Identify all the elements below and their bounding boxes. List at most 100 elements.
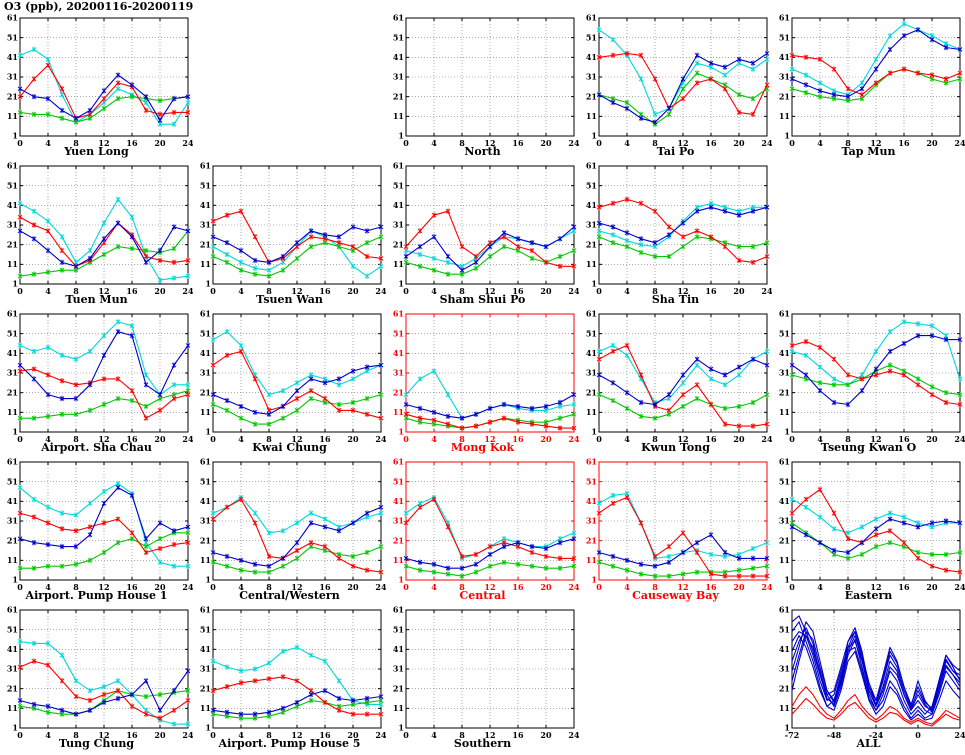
svg-text:20: 20 [540,582,552,592]
svg-text:8: 8 [266,582,272,592]
svg-text:1: 1 [398,427,404,437]
svg-text:24: 24 [568,434,579,444]
chart-cell-north: 1 11 21 31 41 51 61 0 4 8 12 16 20 24 North [386,13,579,161]
svg-text:16: 16 [512,730,524,740]
svg-text:1: 1 [12,723,18,733]
chart-cell-airport-sha-chau: 1 11 21 31 41 51 61 0 4 8 12 16 20 24 Airport. Sha Cha… [0,309,193,457]
svg-text:8: 8 [266,286,272,296]
chart-cell-central: 1 11 21 31 41 51 61 0 4 8 12 16 20 24 Central [386,457,579,605]
svg-text:16: 16 [705,434,717,444]
svg-text:51: 51 [7,624,18,634]
svg-text:11: 11 [393,111,404,121]
svg-text:51: 51 [779,476,790,486]
svg-text:24: 24 [182,582,193,592]
svg-text:20: 20 [926,138,938,148]
svg-text:8: 8 [73,286,79,296]
svg-text:12: 12 [870,582,881,592]
svg-text:21: 21 [7,535,18,545]
svg-text:31: 31 [200,368,211,378]
chart-title-tuen-mun: Tuen Mun [65,293,128,306]
svg-text:12: 12 [484,730,495,740]
chart-title-tap-mun: Tap Mun [841,145,896,158]
svg-text:4: 4 [45,286,51,296]
svg-text:1: 1 [205,575,211,585]
svg-text:1: 1 [784,575,790,585]
svg-text:16: 16 [126,434,138,444]
chart-cell-southern: 1 11 21 31 41 51 61 0 4 8 12 16 20 24 Southern [386,605,579,753]
svg-text:24: 24 [761,138,772,148]
svg-text:11: 11 [779,407,790,417]
svg-text:21: 21 [779,535,790,545]
svg-text:11: 11 [393,259,404,269]
svg-text:20: 20 [154,582,166,592]
svg-text:41: 41 [586,348,597,358]
svg-text:61: 61 [779,457,790,467]
svg-text:4: 4 [624,434,630,444]
svg-text:11: 11 [200,703,211,713]
svg-text:11: 11 [200,555,211,565]
svg-text:1: 1 [205,723,211,733]
chart-title-airport-pump-house-1: Airport. Pump House 1 [25,589,168,602]
svg-text:21: 21 [779,387,790,397]
svg-text:12: 12 [98,434,109,444]
svg-text:0: 0 [789,434,795,444]
svg-text:-72: -72 [785,730,799,740]
svg-text:11: 11 [393,555,404,565]
svg-text:16: 16 [512,138,524,148]
chart-cell-mong-kok: 1 11 21 31 41 51 61 0 4 8 12 16 20 24 Mong Kok [386,309,579,457]
svg-text:51: 51 [7,476,18,486]
chart-cell-airport-pump-house-1: 1 11 21 31 41 51 61 0 4 8 12 16 20 24 Airport. Pump Ho… [0,457,193,605]
svg-text:12: 12 [98,286,109,296]
svg-text:1: 1 [591,279,597,289]
svg-text:61: 61 [200,161,211,171]
svg-text:0: 0 [789,138,795,148]
svg-text:4: 4 [431,730,437,740]
svg-text:61: 61 [586,309,597,319]
svg-text:21: 21 [7,387,18,397]
svg-text:11: 11 [586,407,597,417]
svg-text:41: 41 [586,52,597,62]
chart-title-mong-kok: Mong Kok [450,441,515,454]
svg-text:51: 51 [200,328,211,338]
svg-text:11: 11 [7,111,18,121]
svg-text:4: 4 [817,582,823,592]
svg-text:31: 31 [393,220,404,230]
svg-text:4: 4 [431,286,437,296]
svg-text:4: 4 [238,730,244,740]
svg-text:1: 1 [591,131,597,141]
svg-text:0: 0 [17,730,23,740]
svg-text:8: 8 [73,730,79,740]
svg-text:51: 51 [586,476,597,486]
svg-text:4: 4 [624,286,630,296]
svg-text:31: 31 [779,664,790,674]
svg-text:20: 20 [154,730,166,740]
svg-text:16: 16 [512,434,524,444]
chart-title-central-western: Central/Western [239,589,340,602]
svg-text:12: 12 [291,434,302,444]
svg-text:61: 61 [200,309,211,319]
svg-text:16: 16 [898,582,910,592]
svg-text:12: 12 [484,434,495,444]
svg-text:12: 12 [291,286,302,296]
svg-text:51: 51 [200,476,211,486]
chart-title-tai-po: Tai Po [656,145,695,158]
svg-text:21: 21 [586,239,597,249]
chart-title-sham-shui-po: Sham Shui Po [439,293,526,306]
svg-text:1: 1 [398,279,404,289]
svg-text:31: 31 [7,664,18,674]
svg-text:24: 24 [182,730,193,740]
svg-text:41: 41 [586,200,597,210]
svg-text:31: 31 [779,368,790,378]
svg-text:21: 21 [393,239,404,249]
svg-text:31: 31 [7,368,18,378]
empty-cell [772,161,965,309]
svg-text:61: 61 [200,605,211,615]
svg-text:12: 12 [291,582,302,592]
svg-text:0: 0 [596,582,602,592]
